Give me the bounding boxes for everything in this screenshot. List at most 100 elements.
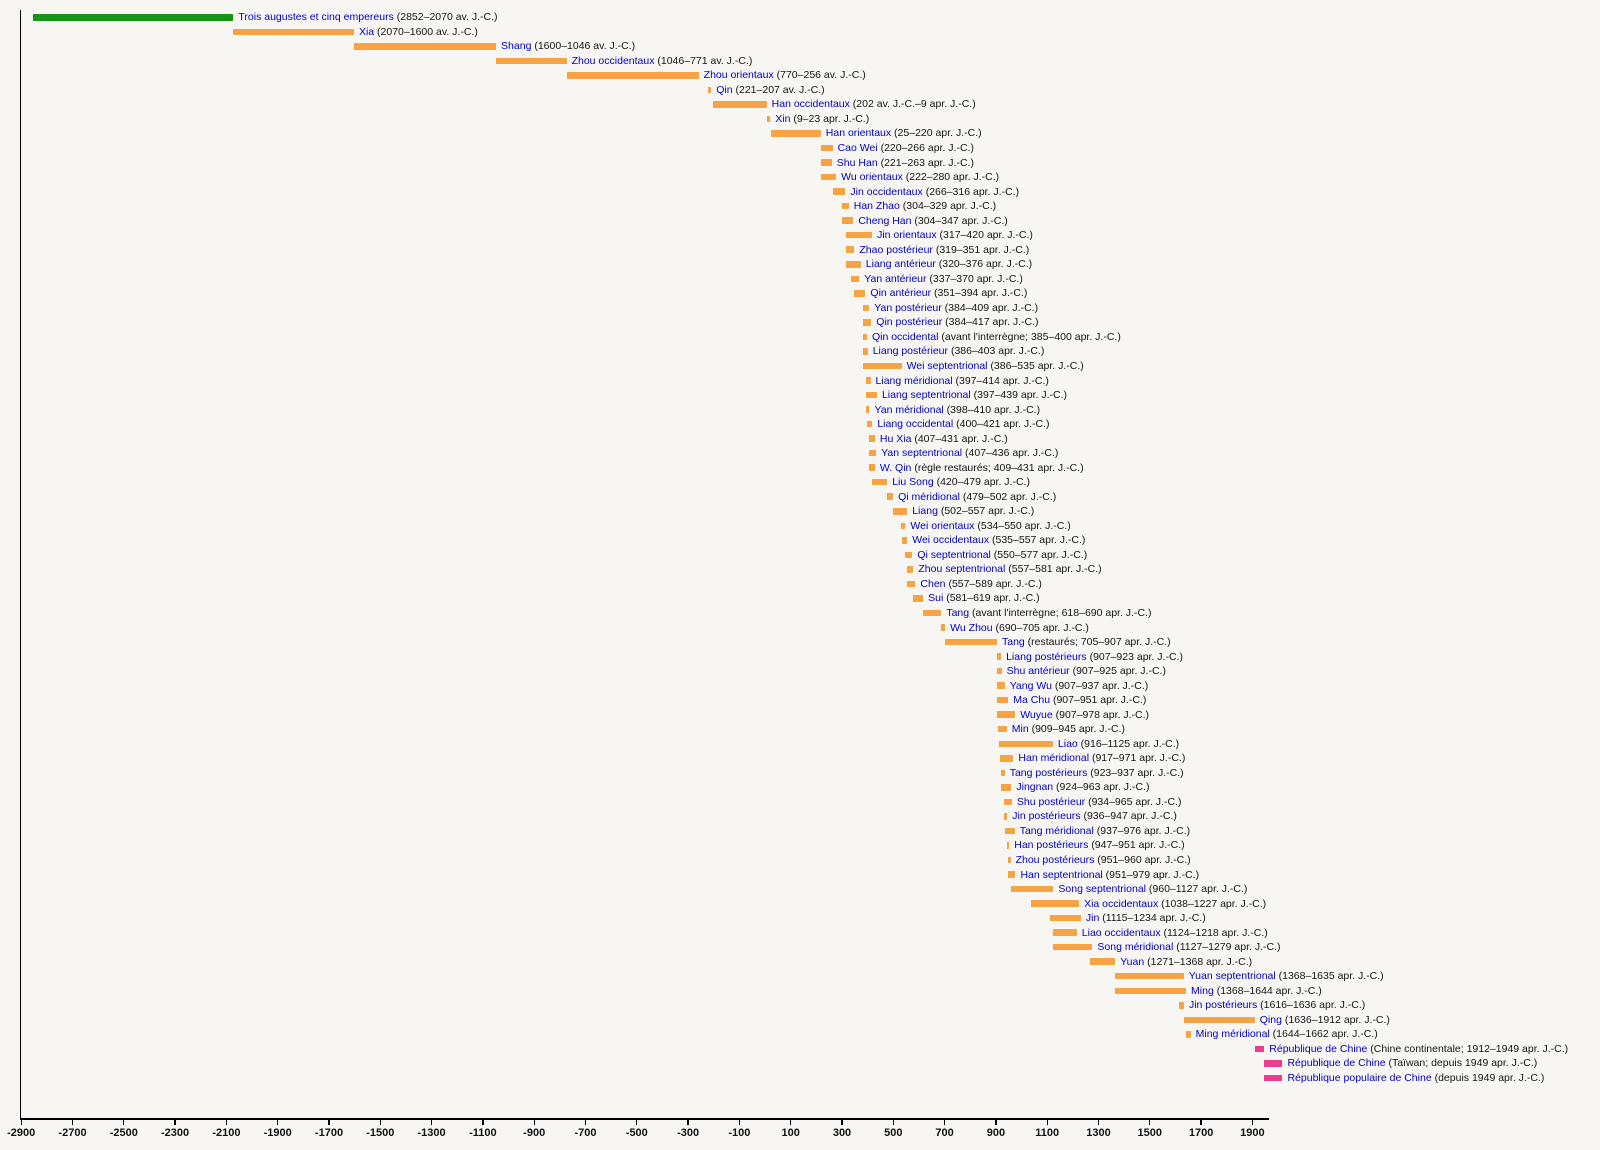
dynasty-name-link[interactable]: Liang antérieur [865, 258, 936, 271]
dynasty-name-link[interactable]: Liang postérieurs [1006, 650, 1087, 663]
dynasty-name-link[interactable]: Tang [946, 606, 970, 619]
dynasty-name-link[interactable]: Ming méridional [1195, 1028, 1270, 1041]
dynasty-dates: (690–705 apr. J.-C.) [992, 621, 1089, 634]
dynasty-name-link[interactable]: Wei occidentaux [912, 534, 990, 547]
dynasty-period-bar [846, 261, 861, 268]
dynasty-name-link[interactable]: Liang [912, 505, 938, 518]
dynasty-label: Han Zhao (304–329 apr. J.-C.) [854, 201, 996, 212]
dynasty-name-link[interactable]: Qin postérieur [876, 316, 943, 329]
dynasty-name-link[interactable]: Zhou occidentaux [571, 54, 655, 67]
dynasty-name-link[interactable]: Tang [1001, 636, 1025, 649]
dynasty-name-link[interactable]: République de Chine [1269, 1042, 1368, 1055]
dynasty-name-link[interactable]: Yan méridional [874, 403, 944, 416]
dynasty-name-link[interactable]: Yan postérieur [874, 301, 942, 314]
dynasty-name-link[interactable]: Cao Wei [837, 142, 878, 155]
dynasty-name-link[interactable]: Wei orientaux [910, 519, 975, 532]
dynasty-dates: (337–370 apr. J.-C.) [926, 272, 1023, 285]
dynasty-name-link[interactable]: Shu antérieur [1006, 665, 1070, 678]
x-axis-tick-label: -2300 [161, 1127, 190, 1139]
dynasty-name-link[interactable]: Qing [1259, 1013, 1282, 1026]
dynasty-name-link[interactable]: W. Qin [879, 461, 912, 474]
dynasty-name-link[interactable]: Ma Chu [1013, 694, 1051, 707]
dynasty-name-link[interactable]: Hu Xia [879, 432, 912, 445]
dynasty-dates: (1616–1636 apr. J.-C.) [1257, 999, 1366, 1012]
dynasty-name-link[interactable]: Han septentrional [1020, 868, 1103, 881]
dynasty-name-link[interactable]: Xia [358, 25, 375, 38]
dynasty-name-link[interactable]: Jingnan [1016, 781, 1054, 794]
dynasty-name-link[interactable]: Wei septentrional [906, 359, 988, 372]
dynasty-name-link[interactable]: Song septentrional [1058, 883, 1146, 896]
dynasty-name-link[interactable]: Qi septentrional [917, 548, 991, 561]
dynasty-name-link[interactable]: Zhou septentrional [918, 563, 1006, 576]
dynasty-label: Tang méridional (937–976 apr. J.-C.) [1020, 826, 1190, 837]
dynasty-period-bar [842, 217, 854, 224]
dynasty-label: Sui (581–619 apr. J.-C.) [928, 593, 1040, 604]
dynasty-name-link[interactable]: Liang postérieur [872, 345, 949, 358]
dynasty-dates: (907–951 apr. J.-C.) [1050, 694, 1147, 707]
dynasty-period-bar [999, 740, 1053, 747]
dynasty-name-link[interactable]: Wu Zhou [950, 621, 993, 634]
x-axis-tick-mark [636, 1119, 638, 1125]
dynasty-name-link[interactable]: Yang Wu [1009, 679, 1052, 692]
dynasty-name-link[interactable]: Liao [1057, 737, 1078, 750]
x-axis-tick-label: -2500 [109, 1127, 138, 1139]
dynasty-name-link[interactable]: République de Chine [1287, 1057, 1386, 1070]
dynasty-name-link[interactable]: Shu Han [836, 156, 878, 169]
dynasty-name-link[interactable]: Trois augustes et cinq empereurs [238, 11, 394, 24]
dynasty-name-link[interactable]: Liang occidental [877, 418, 954, 431]
dynasty-name-link[interactable]: Jin orientaux [877, 229, 937, 242]
dynasty-name-link[interactable]: Zhao postérieur [859, 243, 933, 256]
dynasty-name-link[interactable]: Chen [920, 577, 946, 590]
dynasty-name-link[interactable]: Qin antérieur [870, 287, 932, 300]
dynasty-name-link[interactable]: Zhou postérieurs [1015, 853, 1095, 866]
dynasty-name-link[interactable]: Song méridional [1097, 941, 1174, 954]
dynasty-name-link[interactable]: Qin occidental [871, 330, 939, 343]
dynasty-name-link[interactable]: Min [1011, 723, 1029, 736]
dynasty-name-link[interactable]: Shu postérieur [1016, 795, 1086, 808]
dynasty-name-link[interactable]: Wu orientaux [841, 171, 903, 184]
dynasty-name-link[interactable]: Yuan septentrional [1188, 970, 1276, 983]
dynasty-name-link[interactable]: Qi méridional [898, 490, 960, 503]
dynasty-name-link[interactable]: Yan antérieur [864, 272, 927, 285]
dynasty-name-link[interactable]: Jin postérieurs [1012, 810, 1081, 823]
dynasty-name-link[interactable]: Ming [1191, 984, 1214, 997]
dynasty-name-link[interactable]: Jin occidentaux [850, 185, 923, 198]
dynasty-name-link[interactable]: Han postérieurs [1014, 839, 1089, 852]
dynasty-name-link[interactable]: Yan septentrional [881, 447, 963, 460]
dynasty-name-link[interactable]: Liang septentrional [881, 389, 971, 402]
dynasty-name-link[interactable]: Han méridional [1018, 752, 1090, 765]
dynasty-name-link[interactable]: Xin [775, 112, 791, 125]
dynasty-name-link[interactable]: Yuan [1120, 955, 1145, 968]
x-axis-tick-mark [1149, 1119, 1151, 1125]
dynasty-name-link[interactable]: Han occidentaux [771, 98, 850, 111]
timeline-row: Jin postérieurs (936–947 apr. J.-C.) [0, 810, 1600, 827]
dynasty-name-link[interactable]: Tang postérieurs [1009, 766, 1088, 779]
dynasty-name-link[interactable]: Liao occidentaux [1081, 926, 1161, 939]
dynasty-name-link[interactable]: Cheng Han [858, 214, 912, 227]
dynasty-name-link[interactable]: Jin postérieurs [1188, 999, 1258, 1012]
dynasty-name-link[interactable]: Sui [928, 592, 944, 605]
dynasty-name-link[interactable]: Liu Song [892, 476, 934, 489]
dynasty-dates: (221–207 av. J.-C.) [732, 83, 825, 96]
dynasty-label: Yan antérieur (337–370 apr. J.-C.) [864, 274, 1023, 285]
dynasty-dates: (220–266 apr. J.-C.) [877, 142, 974, 155]
timeline-row: Jin occidentaux (266–316 apr. J.-C.) [0, 185, 1600, 202]
dynasty-label: Song méridional (1127–1279 apr. J.-C.) [1097, 942, 1280, 953]
dynasty-dates: (936–947 apr. J.-C.) [1080, 810, 1177, 823]
dynasty-name-link[interactable]: Wuyue [1020, 708, 1053, 721]
dynasty-name-link[interactable]: Xia occidentaux [1084, 897, 1159, 910]
dynasty-period-bar [905, 551, 913, 559]
dynasty-name-link[interactable]: Jin [1085, 912, 1100, 925]
dynasty-period-bar [1050, 914, 1081, 922]
x-axis-tick-mark [687, 1119, 689, 1125]
dynasty-name-link[interactable]: Han orientaux [825, 127, 892, 140]
dynasty-name-link[interactable]: Zhou orientaux [703, 69, 774, 82]
dynasty-name-link[interactable]: Qin [716, 83, 733, 96]
dynasty-name-link[interactable]: République populaire de Chine [1287, 1071, 1432, 1084]
dynasty-dates: (384–417 apr. J.-C.) [942, 316, 1039, 329]
dynasty-name-link[interactable]: Liang méridional [875, 374, 953, 387]
timeline-row: Han orientaux (25–220 apr. J.-C.) [0, 127, 1600, 144]
dynasty-name-link[interactable]: Tang méridional [1019, 824, 1094, 837]
dynasty-name-link[interactable]: Shang [501, 40, 532, 53]
dynasty-name-link[interactable]: Han Zhao [853, 200, 900, 213]
